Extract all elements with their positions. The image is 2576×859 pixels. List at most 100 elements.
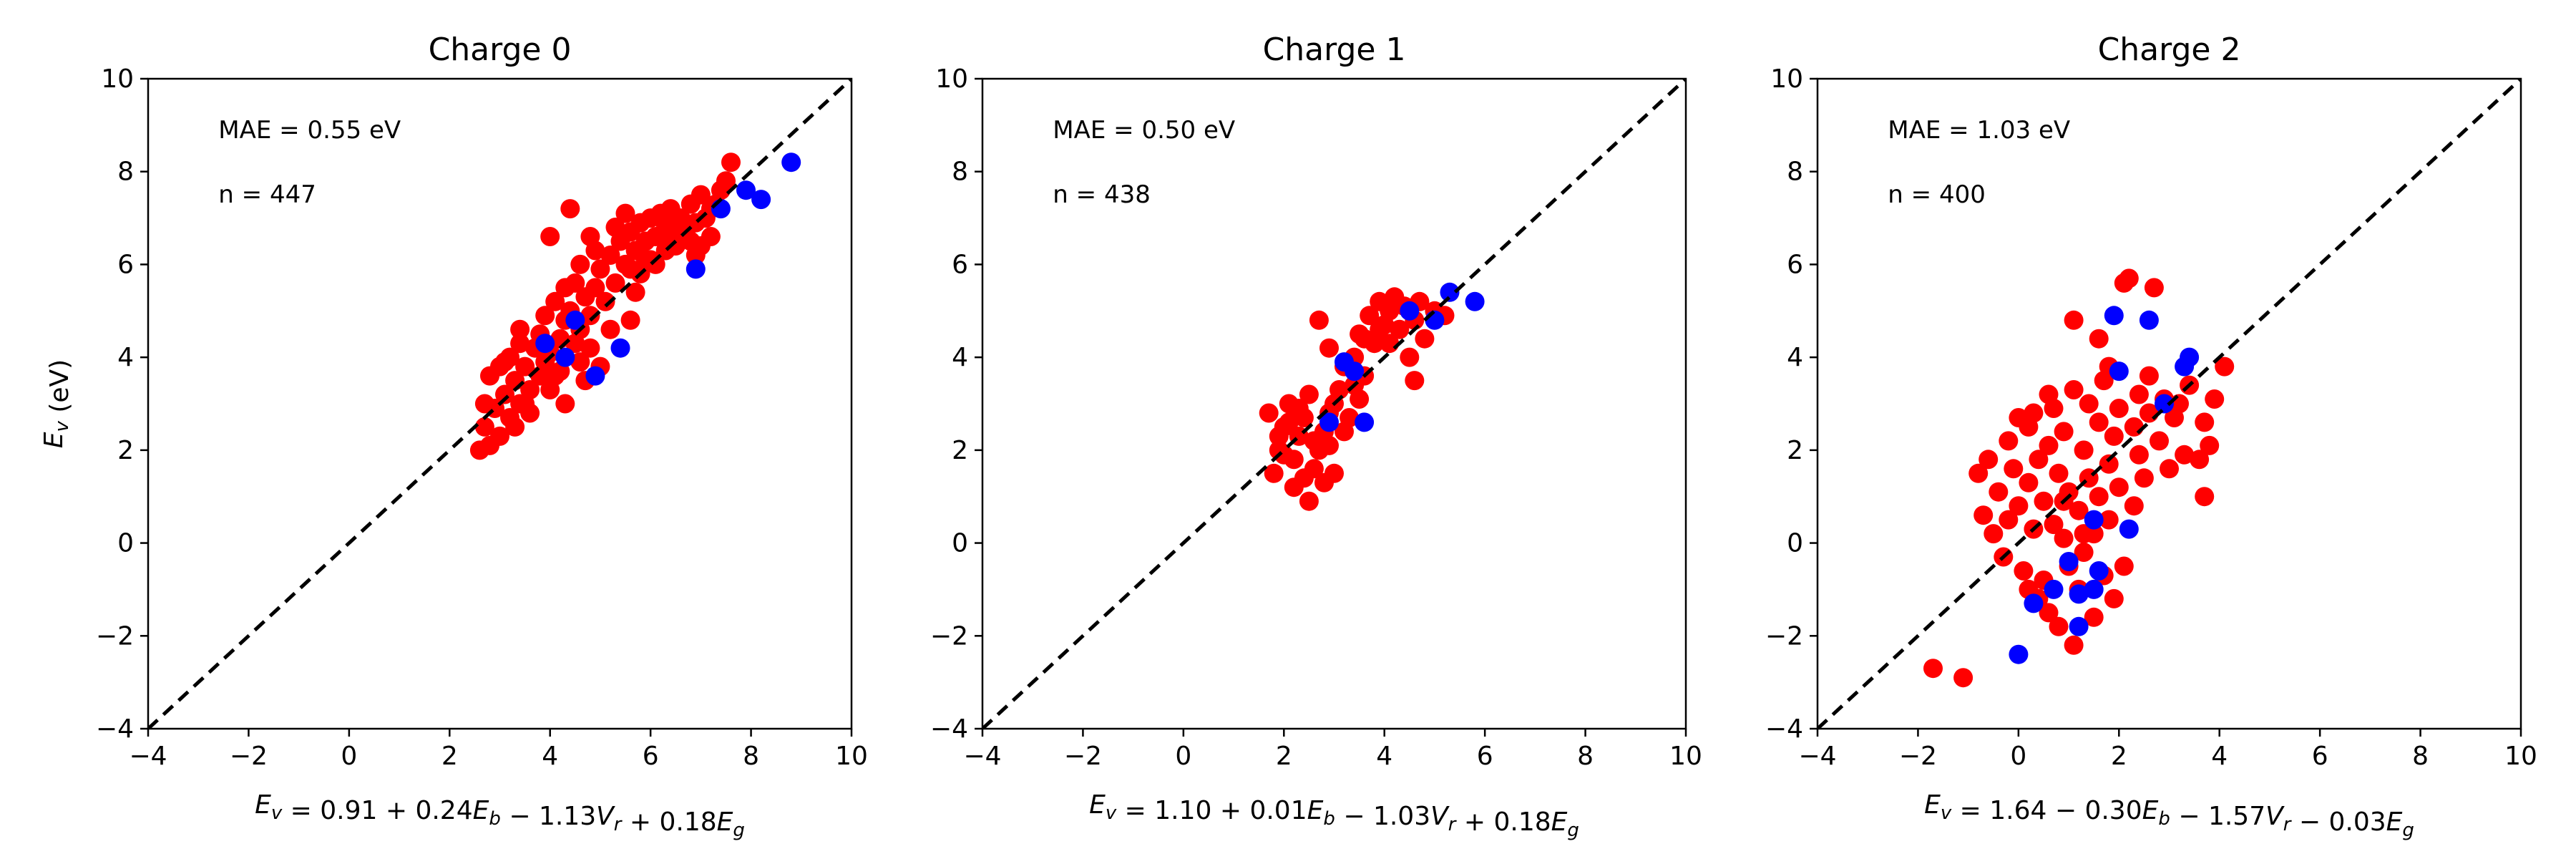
scatter-point (1289, 399, 1309, 418)
scatter-point (2044, 579, 2064, 599)
x-tick-label: 6 (1477, 742, 1493, 771)
scatter-point (1953, 668, 1974, 688)
y-tick-label: −4 (96, 714, 134, 744)
scatter-point (2024, 593, 2044, 613)
x-tick-label: 8 (1577, 742, 1594, 771)
scatter-point (495, 352, 514, 372)
scatter-point (570, 352, 590, 372)
scatter-point (2049, 616, 2069, 636)
scatter-point (2119, 268, 2139, 288)
y-tick-label: 10 (1770, 64, 1803, 94)
plot-frame (1816, 77, 2522, 730)
scatter-point (1425, 310, 1445, 330)
scatter-point (2059, 552, 2079, 571)
scatter-point (2089, 412, 2109, 432)
scatter-point (2074, 440, 2094, 460)
scatter-point (2029, 450, 2049, 470)
scatter-point (2195, 412, 2215, 432)
scatter-point (1259, 403, 1279, 423)
scatter-point (1974, 505, 1994, 525)
scatter-point (2084, 579, 2104, 599)
chart-title: Charge 0 (429, 31, 572, 68)
scatter-point (605, 218, 625, 237)
scatter-point (590, 259, 610, 279)
y-tick-label: 6 (952, 250, 968, 279)
scatter-point (1319, 412, 1339, 432)
x-tick-label: 4 (542, 742, 558, 771)
scatter-point (2089, 329, 2109, 349)
x-tick-label: −2 (230, 742, 268, 771)
scatter-point (474, 417, 494, 437)
scatter-point (1319, 338, 1339, 358)
scatter-point (1999, 431, 2019, 451)
scatter-point (2079, 394, 2099, 414)
scatter-point (555, 347, 575, 367)
x-tick-label: 0 (1175, 742, 1191, 771)
scatter-point (545, 291, 565, 311)
scatter-point (510, 319, 530, 339)
x-tick-label: −4 (963, 742, 1001, 771)
scatter-point (1968, 463, 1989, 483)
scatter-point (2104, 588, 2124, 608)
y-tick-label: 10 (935, 64, 968, 94)
scatter-point (1989, 482, 2009, 502)
y-tick-label: 8 (1787, 157, 1803, 187)
scatter-point (540, 380, 560, 399)
chart-panel-charge-1: Charge 1 −4 −2 0 2 4 6 8 10 −4 −2 0 2 4 6 8 10 MAE = 0.50… (930, 31, 1702, 841)
chart-panel-charge-0: Charge 0 −4 −2 0 2 4 6 8 10 −4 −2 0 2 4 6 8 10 MAE = 0.55… (39, 31, 868, 841)
scatter-point (1264, 463, 1284, 483)
scatter-point (585, 278, 605, 298)
scatter-point (1984, 524, 2004, 544)
scatter-point (2124, 496, 2144, 516)
scatter-points (1923, 268, 2235, 688)
scatter-point (585, 366, 605, 386)
scatter-points (1259, 282, 1485, 511)
x-tick-label: 10 (1669, 742, 1702, 771)
scatter-point (1324, 463, 1344, 483)
x-tick-label: 0 (2010, 742, 2026, 771)
scatter-point (2044, 515, 2064, 535)
scatter-point (580, 227, 600, 246)
y-tick-label: 4 (952, 343, 968, 372)
y-tick-label: 2 (952, 436, 968, 465)
scatter-point (2014, 561, 2034, 581)
scatter-point (2039, 603, 2059, 623)
x-tick-label: 4 (2211, 742, 2228, 771)
y-tick-label: 6 (117, 250, 134, 279)
scatter-point (580, 306, 600, 326)
scatter-point (2124, 417, 2144, 437)
y-tick-label: −2 (1765, 621, 1803, 651)
x-axis-label: Ev = 1.64 − 0.30Eb − 1.57Vr − 0.03Eg (1924, 790, 2414, 841)
scatter-point (2084, 510, 2104, 530)
x-tick-label: 6 (2312, 742, 2328, 771)
mae-annotation: MAE = 1.03 eV (1888, 116, 2070, 145)
x-tick-label: 2 (441, 742, 458, 771)
scatter-point (2129, 384, 2149, 404)
mae-annotation: MAE = 0.55 eV (218, 116, 401, 145)
scatter-point (2139, 366, 2159, 386)
scatter-point (1465, 291, 1485, 311)
scatter-point (2064, 380, 2084, 399)
scatter-point (2215, 356, 2235, 377)
scatter-point (1294, 468, 1314, 488)
y-tick-label: −2 (96, 621, 134, 651)
scatter-point (2034, 491, 2054, 511)
scatter-point (610, 338, 630, 358)
scatter-point (660, 227, 680, 246)
x-tick-label: 6 (643, 742, 659, 771)
scatter-point (2074, 543, 2094, 562)
y-tick-label: 8 (952, 157, 968, 187)
scatter-point (2134, 468, 2154, 488)
scatter-point (555, 394, 575, 414)
scatter-point (711, 199, 731, 219)
scatter-point (515, 356, 535, 377)
scatter-point (490, 426, 509, 446)
x-tick-label: −4 (1798, 742, 1836, 771)
scatter-point (2089, 561, 2109, 581)
scatter-point (2180, 347, 2200, 367)
scatter-point (510, 334, 530, 354)
scatter-point (635, 250, 655, 270)
y-tick-label: 4 (117, 343, 134, 372)
scatter-point (1279, 412, 1299, 432)
scatter-point (2099, 510, 2119, 530)
